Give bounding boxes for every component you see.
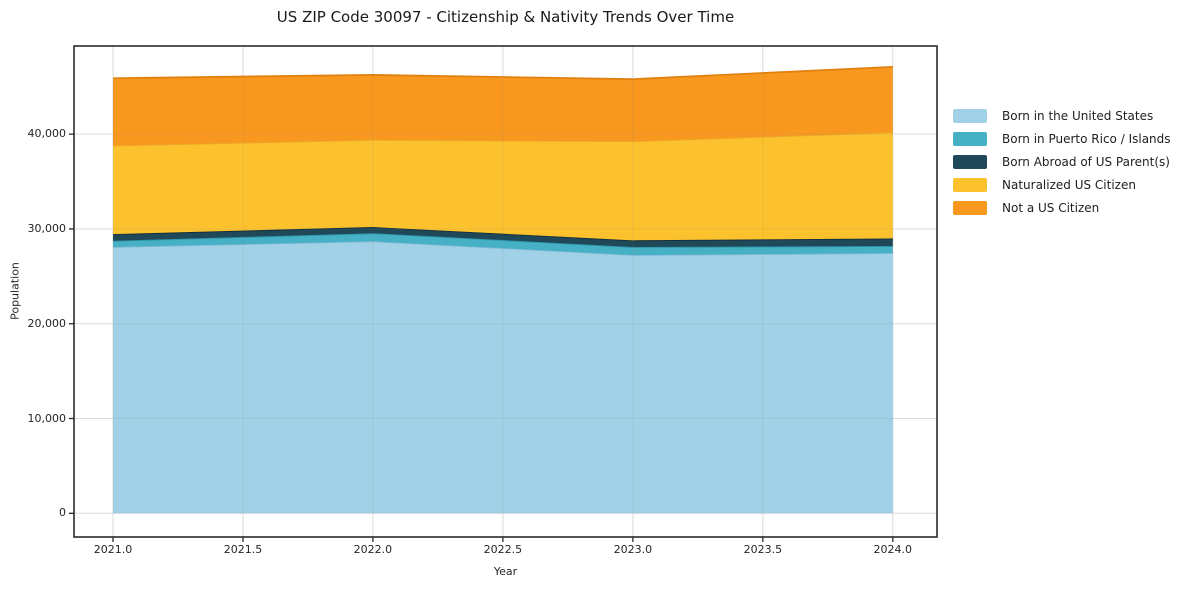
legend: Born in the United States Born in Puerto …: [953, 104, 1171, 219]
legend-item-1: Born in Puerto Rico / Islands: [953, 127, 1171, 150]
x-tick-label-2021.5: 2021.5: [223, 543, 263, 556]
legend-label: Born Abroad of US Parent(s): [1002, 154, 1170, 169]
legend-label: Born in Puerto Rico / Islands: [1002, 131, 1171, 146]
x-tick-label-2022.0: 2022.0: [353, 543, 393, 556]
legend-item-2: Born Abroad of US Parent(s): [953, 150, 1171, 173]
area-series-0: [112, 241, 893, 514]
y-tick-label-20,000: 20,000: [27, 316, 67, 330]
area-series-4: [112, 66, 893, 146]
area-edge-4: [112, 65, 893, 81]
y-axis-title: Population: [8, 262, 22, 320]
y-tick-label-40,000: 40,000: [27, 127, 67, 141]
x-tick-label-2023.5: 2023.5: [743, 543, 783, 556]
x-axis-title: Year: [493, 565, 518, 578]
x-tick-label-2024.0: 2024.0: [873, 543, 913, 556]
x-tick-label-2023.0: 2023.0: [613, 543, 653, 556]
legend-swatch-icon: [953, 131, 987, 146]
x-tick-label-2021.0: 2021.0: [93, 543, 133, 556]
x-tick-label-2022.5: 2022.5: [483, 543, 523, 556]
legend-item-3: Naturalized US Citizen: [953, 173, 1171, 196]
legend-swatch-icon: [953, 200, 987, 215]
area-series-1: [112, 233, 893, 256]
legend-label: Naturalized US Citizen: [1002, 177, 1136, 192]
area-series-3: [112, 132, 893, 241]
y-tick-label-30,000: 30,000: [27, 221, 67, 235]
y-tick-label-0: 0: [59, 506, 66, 520]
legend-item-0: Born in the United States: [953, 104, 1171, 127]
legend-swatch-icon: [953, 108, 987, 123]
legend-swatch-icon: [953, 154, 987, 169]
legend-label: Not a US Citizen: [1002, 200, 1100, 215]
legend-swatch-icon: [953, 177, 987, 192]
chart-title: US ZIP Code 30097 - Citizenship & Nativi…: [276, 8, 735, 26]
plot-frame: [73, 45, 938, 538]
area-series-2: [112, 227, 893, 247]
legend-item-4: Not a US Citizen: [953, 196, 1171, 219]
plot-area: [69, 45, 938, 542]
legend-label: Born in the United States: [1002, 108, 1154, 123]
y-tick-label-10,000: 10,000: [27, 411, 67, 425]
